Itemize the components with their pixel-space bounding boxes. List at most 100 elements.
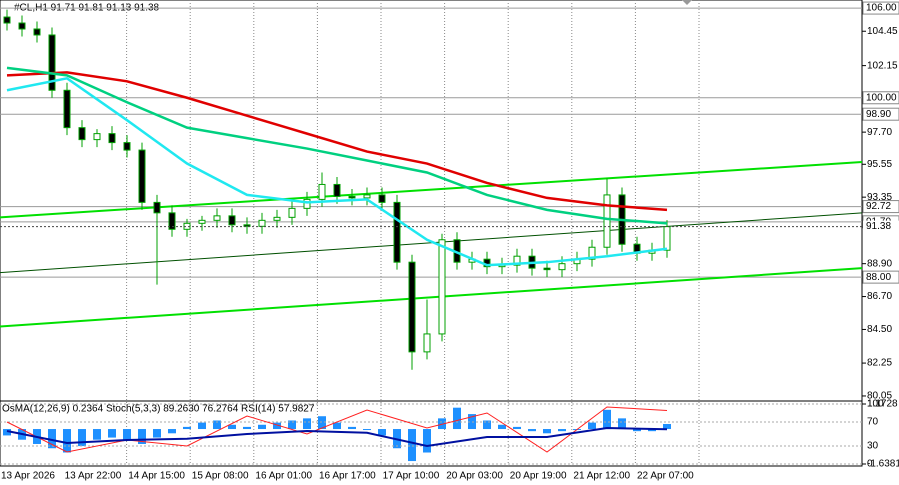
- osma-bar: [78, 429, 86, 447]
- plot-frame: [0, 0, 863, 467]
- candle-body: [168, 212, 176, 230]
- osma-bar: [633, 429, 641, 432]
- osma-tick-label: 1.1728: [867, 399, 898, 410]
- candle-body: [123, 142, 131, 151]
- osma-bar: [618, 418, 626, 430]
- osma-bar: [258, 424, 266, 430]
- osma-bar: [288, 420, 296, 430]
- osma-bar: [543, 429, 551, 434]
- candle-body: [63, 89, 71, 129]
- osma-bar: [663, 423, 671, 430]
- candle-body: [348, 195, 356, 199]
- osma-tick-label: -1.6381: [867, 459, 899, 470]
- time-label: 15 Apr 08:00: [192, 471, 249, 482]
- osma-bar: [438, 418, 446, 430]
- level-label: 100.00: [866, 92, 897, 103]
- moving-average: [6, 71, 668, 212]
- level-box: [862, 107, 899, 121]
- candle-body: [393, 201, 401, 263]
- osma-bar: [93, 429, 101, 440]
- time-label: 14 Apr 15:00: [128, 471, 185, 482]
- candle-body: [663, 226, 671, 251]
- y-tick-label: 95.55: [867, 159, 892, 170]
- y-tick-label: 102.15: [867, 60, 898, 71]
- indicator-header: OsMA(12,26,9) 0.2364 Stoch(5,3,3) 89.263…: [2, 404, 315, 415]
- level-label: 106.00: [866, 3, 897, 14]
- stoch-line: [6, 406, 668, 453]
- osma-bar: [138, 429, 146, 444]
- trendline: [0, 267, 863, 328]
- osma-bar: [528, 429, 536, 432]
- level-box: [862, 270, 899, 284]
- candle-body: [273, 216, 281, 221]
- candle-body: [378, 194, 386, 203]
- osma-bar: [198, 422, 206, 430]
- time-label: 17 Apr 10:00: [383, 471, 440, 482]
- level-box: [862, 91, 899, 105]
- oscillator-tick-label: 70: [867, 417, 879, 428]
- candle-body: [228, 215, 236, 226]
- candle-body: [48, 34, 56, 91]
- osma-bar: [483, 420, 491, 430]
- candle-body: [333, 183, 341, 197]
- osma-bar: [168, 429, 176, 434]
- y-tick-label: 84.50: [867, 324, 892, 335]
- y-tick-label: 80.05: [867, 391, 892, 402]
- candle-body: [558, 263, 566, 271]
- candle-body: [408, 261, 416, 353]
- level-label: 92.72: [866, 201, 891, 212]
- candle-body: [198, 219, 206, 224]
- osma-bar: [108, 429, 116, 438]
- candle-body: [108, 133, 116, 144]
- oscillator-tick-label: 0: [867, 459, 873, 470]
- y-tick-label: 93.35: [867, 192, 892, 203]
- osma-bar: [378, 429, 386, 436]
- osma-bar: [3, 429, 11, 436]
- shift-marker: [682, 0, 692, 5]
- y-tick-label: 88.90: [867, 258, 892, 269]
- last-price-box: [863, 220, 899, 233]
- osma-bar: [498, 424, 506, 430]
- osma-bar: [48, 429, 56, 449]
- osma-bar: [183, 426, 191, 430]
- level-label: 88.00: [866, 272, 891, 283]
- y-tick-label: 86.70: [867, 291, 892, 302]
- level-box: [862, 200, 899, 214]
- level-label: 98.90: [866, 109, 891, 120]
- osma-bar: [123, 429, 131, 440]
- candle-body: [153, 201, 161, 214]
- osma-bar: [153, 429, 161, 438]
- candle-body: [588, 246, 596, 260]
- osma-bar: [588, 422, 596, 430]
- candle-body: [138, 149, 146, 203]
- candle-body: [363, 194, 371, 199]
- candle-body: [318, 183, 326, 200]
- time-label: 13 Apr 2026: [1, 471, 55, 482]
- osma-bar: [453, 407, 461, 430]
- osma-bar: [333, 422, 341, 430]
- osma-bar: [228, 424, 236, 430]
- osma-bar: [213, 420, 221, 430]
- candle-body: [423, 333, 431, 353]
- osma-bar: [513, 426, 521, 430]
- candle-body: [93, 133, 101, 141]
- osma-bar: [318, 416, 326, 430]
- rsi-line: [6, 426, 668, 448]
- osma-bar: [273, 422, 281, 430]
- last-price-label: 91.38: [866, 221, 891, 232]
- candle-body: [243, 224, 251, 227]
- moving-average: [6, 76, 668, 267]
- candle-body: [513, 255, 521, 266]
- osma-bar: [303, 418, 311, 430]
- candle-body: [213, 215, 221, 221]
- oscillator-tick-label: 30: [867, 441, 879, 452]
- trendline: [0, 161, 863, 219]
- osma-bar: [408, 429, 416, 462]
- osma-bar: [603, 409, 611, 430]
- candle-body: [3, 16, 11, 24]
- osma-bar: [243, 426, 251, 430]
- candle-body: [543, 267, 551, 271]
- osma-bar: [648, 429, 656, 432]
- osma-bar: [558, 429, 566, 432]
- time-label: 13 Apr 22:00: [65, 471, 122, 482]
